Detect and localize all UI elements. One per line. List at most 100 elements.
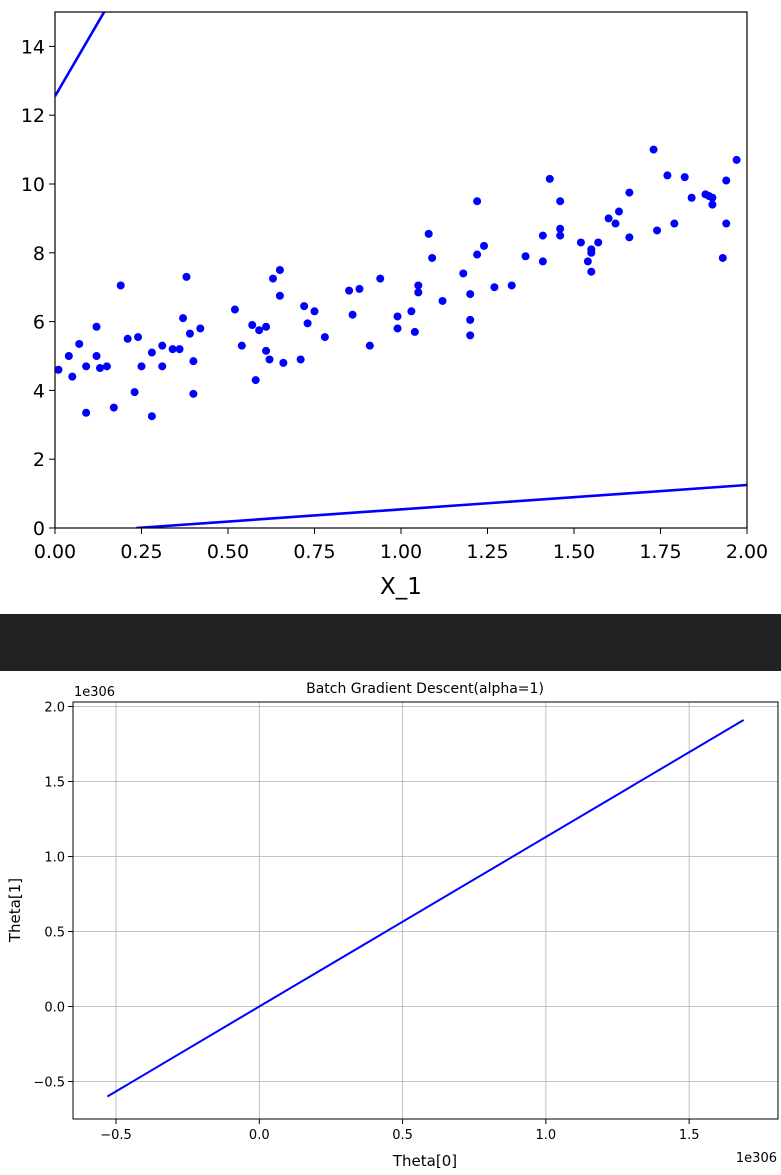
line-plot-area — [106, 719, 745, 1098]
data-point — [538, 257, 547, 266]
data-point — [82, 362, 91, 371]
data-point — [82, 408, 91, 417]
line-y-axis: −0.5 0.0 0.5 1.0 1.5 2.0 — [33, 701, 73, 1091]
data-point — [545, 174, 554, 183]
data-point — [649, 145, 658, 154]
data-point — [376, 274, 385, 283]
data-point — [393, 312, 402, 321]
data-point — [116, 281, 125, 290]
data-point — [556, 224, 565, 233]
data-point — [732, 155, 741, 164]
line-x-offset-label: 1e306 — [736, 1151, 777, 1166]
data-point — [407, 307, 416, 316]
data-point — [587, 245, 596, 254]
data-point — [182, 272, 191, 281]
data-point — [348, 310, 357, 319]
y-tick-label: 8 — [33, 243, 45, 265]
data-point — [109, 403, 118, 412]
y-tick-label: −0.5 — [33, 1076, 65, 1091]
x-tick-label: 1.0 — [536, 1128, 557, 1143]
data-point — [134, 333, 143, 342]
data-point — [680, 173, 689, 182]
y-tick-label: 10 — [21, 174, 45, 196]
data-point — [507, 281, 516, 290]
data-point — [64, 352, 73, 360]
data-point — [251, 376, 260, 385]
data-point — [480, 241, 489, 250]
scatter-y-axis: 0 2 4 6 8 10 12 14 — [21, 36, 55, 540]
data-point — [663, 171, 672, 180]
data-point — [237, 341, 246, 350]
data-point — [189, 357, 198, 366]
data-point — [428, 253, 437, 262]
scatter-plot-area — [55, 12, 747, 528]
data-point — [123, 334, 132, 343]
data-point — [189, 389, 198, 398]
data-point — [147, 412, 156, 421]
data-point — [687, 193, 696, 202]
data-point — [490, 283, 499, 292]
x-tick-label: 2.00 — [726, 541, 768, 563]
data-point — [611, 219, 620, 228]
scatter-x-axis: 0.00 0.25 0.50 0.75 1.00 1.25 1.50 1.75 2.00 — [34, 528, 768, 563]
data-point — [248, 321, 257, 330]
y-tick-label: 14 — [21, 36, 45, 58]
line-x-axis-label: Theta[0] — [392, 1152, 457, 1170]
scatter-x-axis-label: X_1 — [380, 574, 422, 600]
data-point — [466, 331, 475, 340]
line-plot-frame — [72, 701, 779, 1120]
x-tick-label: 0.50 — [207, 541, 249, 563]
x-tick-label: 1.00 — [380, 541, 422, 563]
data-point — [414, 281, 423, 290]
data-point — [466, 315, 475, 324]
data-point — [355, 284, 364, 293]
data-point — [175, 345, 184, 354]
data-point — [466, 290, 475, 299]
data-point — [92, 352, 101, 360]
x-tick-label: −0.5 — [100, 1128, 132, 1143]
data-point — [410, 327, 419, 336]
data-point — [438, 296, 447, 305]
data-point — [185, 329, 194, 338]
data-point — [722, 219, 731, 228]
y-tick-label: 0.5 — [44, 926, 65, 941]
y-tick-label: 2.0 — [44, 701, 65, 716]
fit-line-1 — [136, 483, 747, 528]
data-point — [196, 324, 205, 333]
data-point — [303, 319, 312, 328]
data-point — [147, 348, 156, 357]
data-point — [587, 267, 596, 276]
x-tick-label: 0.00 — [34, 541, 76, 563]
data-point — [279, 358, 288, 367]
y-tick-label: 2 — [33, 449, 45, 471]
data-point — [583, 257, 592, 266]
data-point — [473, 250, 482, 259]
data-point — [718, 253, 727, 262]
data-point — [296, 355, 305, 364]
x-tick-label: 1.50 — [553, 541, 595, 563]
data-point — [459, 269, 468, 278]
data-point — [576, 238, 585, 247]
data-point — [262, 322, 271, 331]
data-point — [68, 372, 77, 381]
data-point — [625, 188, 634, 197]
section-divider — [0, 614, 781, 671]
data-point — [556, 231, 565, 240]
line-chart: −0.5 0.0 0.5 1.0 1.5 −0.5 0.0 0.5 1.0 1.5 2.0 Bat… — [6, 681, 779, 1170]
x-tick-label: 0.0 — [249, 1128, 270, 1143]
data-point — [708, 200, 717, 209]
data-point — [614, 207, 623, 216]
data-point — [473, 197, 482, 206]
line-chart-title: Batch Gradient Descent(alpha=1) — [306, 681, 544, 697]
y-tick-label: 1.5 — [44, 776, 65, 791]
data-point — [158, 341, 167, 350]
data-point — [275, 266, 284, 274]
data-point — [625, 233, 634, 242]
x-tick-label: 0.75 — [293, 541, 335, 563]
scatter-chart: 0.00 0.25 0.50 0.75 1.00 1.25 1.50 1.75 2.00 0 2 4… — [21, 11, 768, 600]
scatter-plot-frame — [54, 11, 748, 529]
data-point — [310, 307, 319, 316]
data-point — [158, 362, 167, 371]
data-point — [75, 339, 84, 348]
